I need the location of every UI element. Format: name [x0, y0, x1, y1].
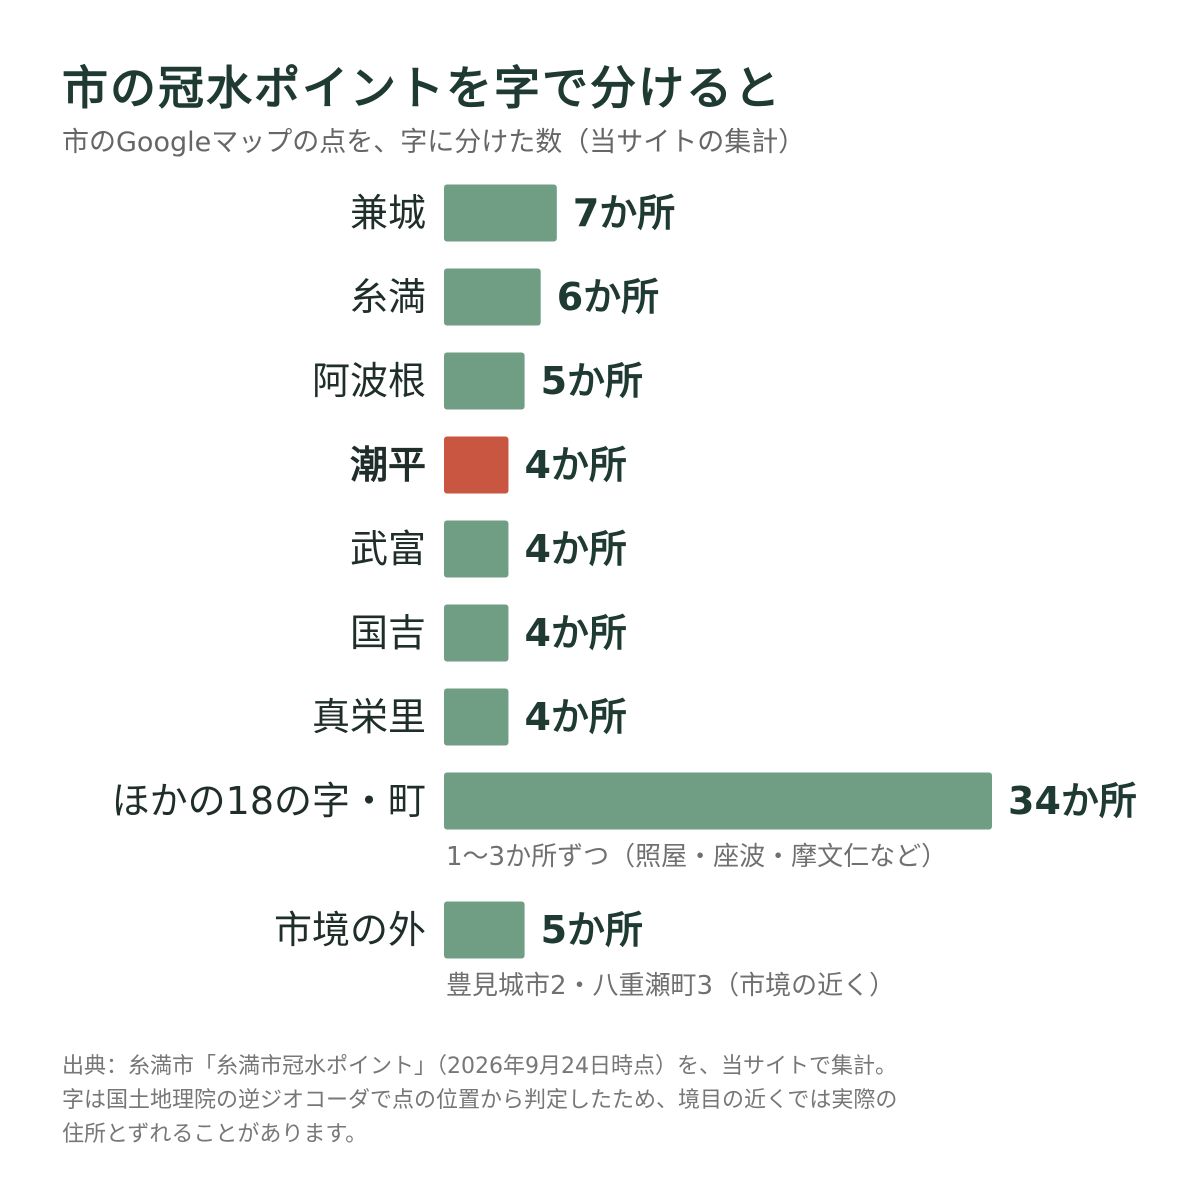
- category-label: 真栄里: [312, 695, 426, 739]
- data-label: 4か所: [524, 443, 626, 487]
- category-label: 兼城: [350, 191, 426, 235]
- chart-subtitle: 市のGoogleマップの点を、字に分けた数（当サイトの集計）: [62, 127, 806, 158]
- bar-note: 1〜3か所ずつ（照屋・座波・摩文仁など）: [446, 842, 947, 872]
- category-label: 武富: [350, 527, 426, 571]
- category-label: 潮平: [350, 443, 426, 487]
- category-label: 国吉: [350, 611, 426, 655]
- category-label: 糸満: [350, 275, 426, 319]
- data-label: 4か所: [524, 695, 626, 739]
- bar: [444, 184, 557, 242]
- bar: [444, 352, 525, 410]
- data-label: 4か所: [524, 611, 626, 655]
- bar: [444, 520, 509, 578]
- bar: [444, 436, 509, 494]
- data-label: 5か所: [541, 908, 643, 952]
- category-label: 市境の外: [274, 908, 426, 952]
- data-label: 7か所: [573, 191, 675, 235]
- bar: [444, 772, 992, 830]
- bar: [444, 901, 525, 959]
- category-label: ほかの18の字・町: [112, 779, 426, 823]
- data-label: 6か所: [557, 275, 659, 319]
- bar: [444, 688, 509, 746]
- bar: [444, 268, 541, 326]
- source-line: 住所とずれることがあります。: [62, 1122, 368, 1147]
- data-label: 4か所: [524, 527, 626, 571]
- source-line: 出典：糸満市「糸満市冠水ポイント」（2026年9月24日時点）を、当サイトで集計…: [62, 1054, 897, 1079]
- bar-note: 豊見城市2・八重瀬町3（市境の近く）: [446, 971, 895, 1001]
- bar: [444, 604, 509, 662]
- data-label: 5か所: [541, 359, 643, 403]
- category-label: 阿波根: [312, 359, 426, 403]
- source-line: 字は国土地理院の逆ジオコーダで点の位置から判定したため、境目の近くでは実際の: [62, 1088, 898, 1113]
- data-label: 34か所: [1008, 779, 1137, 823]
- source-note: 出典：糸満市「糸満市冠水ポイント」（2026年9月24日時点）を、当サイトで集計…: [62, 1050, 897, 1152]
- chart-title: 市の冠水ポイントを字で分けると: [62, 61, 782, 115]
